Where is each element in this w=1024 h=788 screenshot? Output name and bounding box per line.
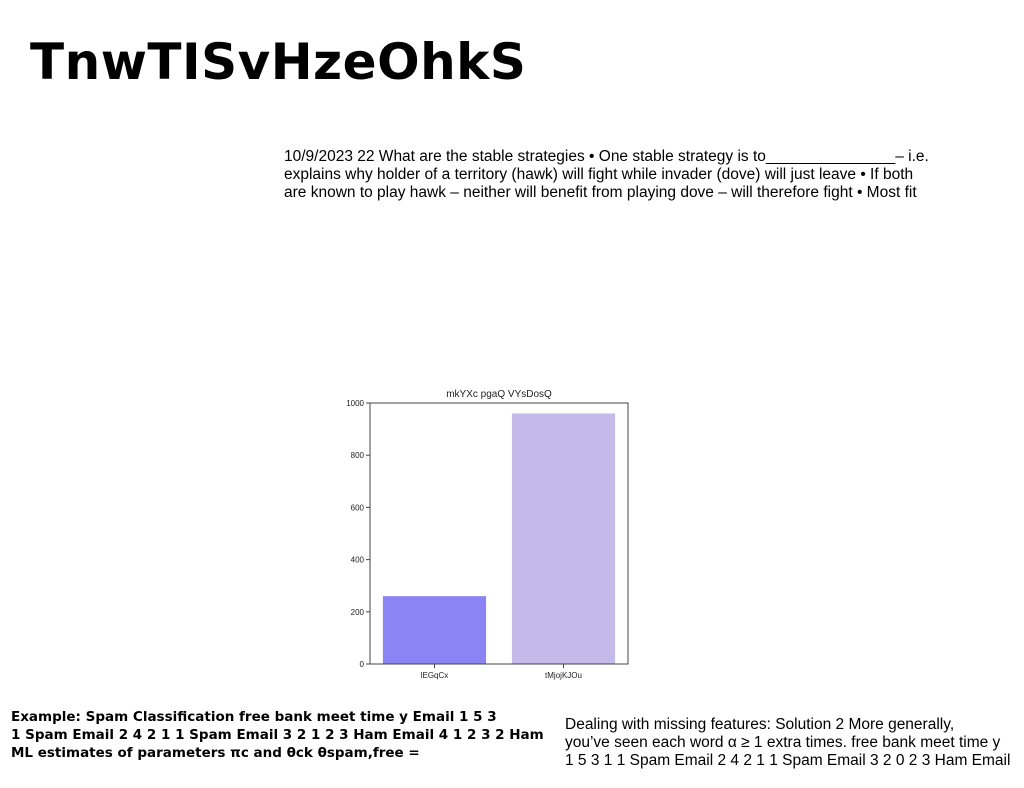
y-tick-label: 600 <box>351 503 365 512</box>
chart-title: mkYXc pgaQ VYsDosQ <box>446 389 552 400</box>
top-paragraph-line: explains why holder of a territory (hawk… <box>284 166 914 183</box>
bottom-left-line: 1 Spam Email 2 4 2 1 1 Spam Email 3 2 1 … <box>11 727 544 743</box>
top-paragraph-line: 10/9/2023 22 What are the stable strateg… <box>284 148 929 165</box>
bottom-left-line: ML estimates of parameters πc and θck θs… <box>11 745 420 761</box>
bar-chart-svg: mkYXc pgaQ VYsDosQ 0 200 400 600 800 1000 lEGq… <box>346 389 629 680</box>
bar-chart: mkYXc pgaQ VYsDosQ 0 200 400 600 800 1000 lEGq… <box>330 382 650 697</box>
bottom-right-line: Dealing with missing features: Solution … <box>565 716 955 733</box>
y-tick-label: 800 <box>351 451 365 460</box>
y-tick-label: 1000 <box>346 399 364 408</box>
bottom-right-paragraph: Dealing with missing features: Solution … <box>565 716 1023 770</box>
bottom-left-paragraph: Example: Spam Classification free bank m… <box>11 708 551 762</box>
top-paragraph: 10/9/2023 22 What are the stable strateg… <box>284 148 964 202</box>
bottom-right-line: 1 5 3 1 1 Spam Email 2 4 2 1 1 Spam Emai… <box>565 752 1011 769</box>
bottom-right-line: you’ve seen each word α ≥ 1 extra times.… <box>565 734 1001 751</box>
bar <box>511 413 616 664</box>
plot-frame <box>369 402 629 665</box>
top-paragraph-line: are known to play hawk – neither will be… <box>284 184 917 201</box>
y-tick-label: 200 <box>351 608 365 617</box>
y-tick-label: 400 <box>351 556 365 565</box>
page-title: TnwTISvHzeOhkS <box>30 33 527 91</box>
x-tick-label: lEGqCx <box>421 671 449 680</box>
bar <box>382 596 487 664</box>
x-tick-label: tMjojKJOu <box>545 671 582 680</box>
y-tick-label: 0 <box>360 660 365 669</box>
bottom-left-line: Example: Spam Classification free bank m… <box>11 709 497 725</box>
